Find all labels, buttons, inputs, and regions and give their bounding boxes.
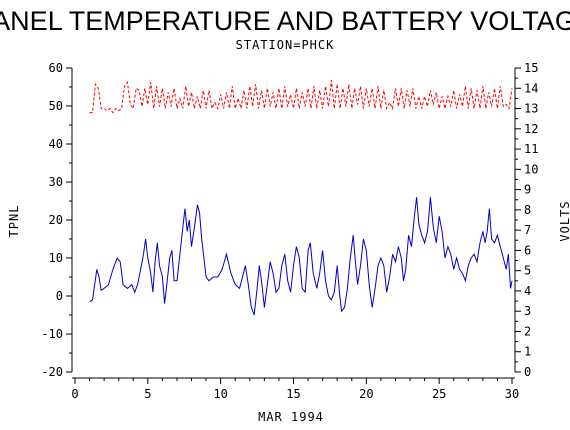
right-tick-label: 11: [524, 142, 538, 156]
left-axis-ticks: -20 -10 0 10 20 30 40 50 60: [41, 61, 72, 379]
right-tick-label: 14: [524, 81, 538, 95]
right-tick-label: 3: [524, 304, 531, 318]
x-axis-ticks: 0 5 10 15 20 25 30: [71, 378, 519, 401]
right-tick-label: 4: [524, 284, 531, 298]
left-axis-label: TPNL: [7, 205, 21, 238]
right-tick-label: 2: [524, 324, 531, 338]
right-tick-label: 12: [524, 122, 538, 136]
x-tick-label: 25: [432, 387, 446, 401]
right-tick-label: 6: [524, 243, 531, 257]
series-group: [89, 80, 513, 316]
x-tick-label: 5: [144, 387, 151, 401]
right-tick-label: 10: [524, 162, 538, 176]
right-tick-label: 15: [524, 61, 538, 75]
battery-voltage-line: [89, 80, 513, 114]
left-tick-label: 40: [49, 137, 63, 151]
x-tick-label: 10: [213, 387, 227, 401]
chart-title: PANEL TEMPERATURE AND BATTERY VOLTAGE: [0, 6, 570, 36]
left-tick-label: 30: [49, 175, 63, 189]
right-tick-label: 5: [524, 264, 531, 278]
left-tick-label: 50: [49, 99, 63, 113]
right-tick-label: 13: [524, 102, 538, 116]
right-tick-label: 1: [524, 345, 531, 359]
chart-subtitle: STATION=PHCK: [236, 38, 335, 52]
left-tick-label: -20: [41, 365, 63, 379]
left-tick-label: 60: [49, 61, 63, 75]
x-tick-label: 20: [359, 387, 373, 401]
x-axis-label: MAR 1994: [258, 410, 324, 424]
right-tick-label: 8: [524, 203, 531, 217]
x-tick-label: 15: [286, 387, 300, 401]
left-tick-label: 10: [49, 251, 63, 265]
x-tick-label: 0: [71, 387, 78, 401]
x-tick-label: 30: [505, 387, 519, 401]
right-axis-label: VOLTS: [558, 200, 570, 241]
right-tick-label: 7: [524, 223, 531, 237]
panel-temperature-line: [89, 197, 513, 316]
right-tick-label: 0: [524, 365, 531, 379]
left-tick-label: 0: [56, 289, 63, 303]
right-tick-label: 9: [524, 183, 531, 197]
left-tick-label: -10: [41, 327, 63, 341]
left-tick-label: 20: [49, 213, 63, 227]
